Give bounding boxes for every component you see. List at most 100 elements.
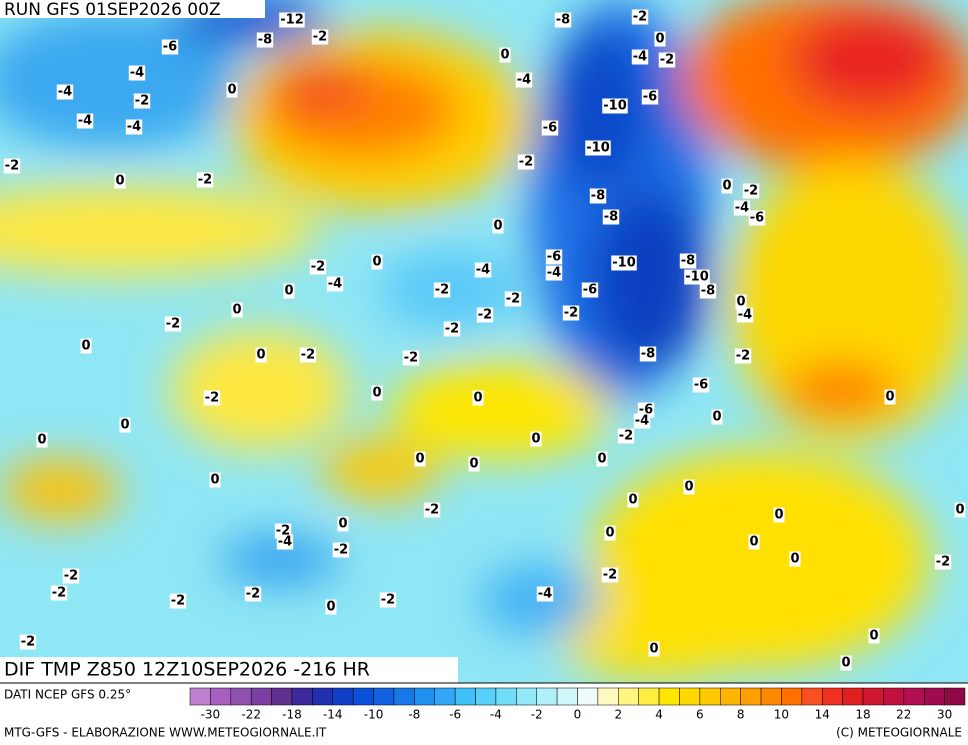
contour-label: -4 xyxy=(58,85,72,100)
contour-label: 0 xyxy=(885,390,894,405)
contour-label: -2 xyxy=(311,260,325,275)
label-bg xyxy=(402,350,420,366)
contour-label: -2 xyxy=(205,391,219,406)
label-bg xyxy=(742,183,760,199)
label-bg xyxy=(279,12,305,28)
label-bg xyxy=(683,479,695,495)
legend-label: 18 xyxy=(855,708,870,722)
contour-label: -10 xyxy=(685,270,709,285)
label-bg xyxy=(581,282,599,298)
label-bg xyxy=(641,89,659,105)
contour-label: -2 xyxy=(5,159,19,174)
legend-swatch xyxy=(312,687,334,706)
contour-label: -2 xyxy=(435,283,449,298)
label-bg xyxy=(504,291,522,307)
legend-swatch xyxy=(434,687,456,706)
contour-label: 0 xyxy=(649,642,658,657)
contour-label: 0 xyxy=(120,418,129,433)
label-bg xyxy=(62,568,80,584)
contour-label: -8 xyxy=(641,347,655,362)
label-bg xyxy=(125,119,143,135)
legend-swatch xyxy=(536,687,558,706)
legend-label: -14 xyxy=(323,708,343,722)
label-bg xyxy=(611,255,637,271)
label-bg xyxy=(748,210,766,226)
label-bg xyxy=(244,586,262,602)
contour-label: -2 xyxy=(936,555,950,570)
contour-label: -2 xyxy=(478,308,492,323)
label-bg xyxy=(721,178,733,194)
legend-swatch xyxy=(862,687,884,706)
contour-label: -4 xyxy=(328,277,342,292)
label-bg xyxy=(530,431,542,447)
contour-label: 0 xyxy=(493,219,502,234)
contour-label: 0 xyxy=(115,174,124,189)
legend-label: 2 xyxy=(614,708,622,722)
label-bg xyxy=(474,262,492,278)
label-bg xyxy=(119,417,131,433)
contour-label: 0 xyxy=(81,339,90,354)
legend-label: -18 xyxy=(282,708,302,722)
label-bg xyxy=(50,585,68,601)
label-bg xyxy=(433,282,451,298)
copyright-label: (C) METEOGIORNALE xyxy=(836,726,962,740)
label-bg xyxy=(468,456,480,472)
legend-swatch xyxy=(597,687,619,706)
source-label: DATI NCEP GFS 0.25° xyxy=(4,688,131,702)
legend-swatch xyxy=(516,687,537,706)
label-bg xyxy=(19,634,37,650)
legend-swatch xyxy=(475,687,497,706)
contour-label: -6 xyxy=(583,283,597,298)
contour-label: 0 xyxy=(605,526,614,541)
label-bg xyxy=(735,294,747,310)
label-bg xyxy=(311,29,329,45)
contour-label: 0 xyxy=(736,295,745,310)
contour-label: -2 xyxy=(334,543,348,558)
color-legend: -30 -22 -18 -14 -10 -8 -6 -4 -2 0 2 4 6 8 10 14 18 22 30 xyxy=(189,687,966,722)
label-bg xyxy=(541,120,559,136)
contour-label: -2 xyxy=(21,635,35,650)
contour-label: -6 xyxy=(547,250,561,265)
label-bg xyxy=(283,283,295,299)
legend-label: 30 xyxy=(937,708,952,722)
label-bg xyxy=(499,47,511,63)
legend-swatch xyxy=(699,687,721,706)
legend-label: 14 xyxy=(815,708,830,722)
contour-label: -4 xyxy=(476,263,490,278)
contour-label: -2 xyxy=(381,593,395,608)
legend-swatch xyxy=(291,687,313,706)
legend-swatch xyxy=(495,687,517,706)
contour-label: -2 xyxy=(564,306,578,321)
label-bg xyxy=(692,377,710,393)
contour-label: 0 xyxy=(256,348,265,363)
legend-swatch xyxy=(332,687,354,706)
contour-label: -2 xyxy=(445,322,459,337)
legend-label: 22 xyxy=(896,708,911,722)
legend-label: -4 xyxy=(490,708,502,722)
contour-label: -2 xyxy=(64,569,78,584)
contour-label: -2 xyxy=(619,429,633,444)
label-bg xyxy=(196,172,214,188)
label-bg xyxy=(161,39,179,55)
contour-label: 0 xyxy=(326,600,335,615)
label-bg xyxy=(76,113,94,129)
contour-label: -8 xyxy=(701,284,715,299)
contour-label: -2 xyxy=(171,594,185,609)
contour-label: 0 xyxy=(955,503,964,518)
legend-swatch xyxy=(189,687,211,706)
label-bg xyxy=(773,507,785,523)
contour-label: -6 xyxy=(643,90,657,105)
label-bg xyxy=(36,432,48,448)
label-bg xyxy=(515,72,533,88)
run-label: RUN GFS 01SEP2026 00Z xyxy=(4,0,221,20)
contour-label: -8 xyxy=(556,13,570,28)
legend-swatch xyxy=(658,687,680,706)
label-bg xyxy=(633,413,651,429)
legend-swatch xyxy=(454,687,476,706)
contour-label: 0 xyxy=(774,508,783,523)
contour-label: -2 xyxy=(198,173,212,188)
label-bg xyxy=(699,283,717,299)
contour-label: -12 xyxy=(280,13,304,28)
contour-label: 0 xyxy=(597,452,606,467)
